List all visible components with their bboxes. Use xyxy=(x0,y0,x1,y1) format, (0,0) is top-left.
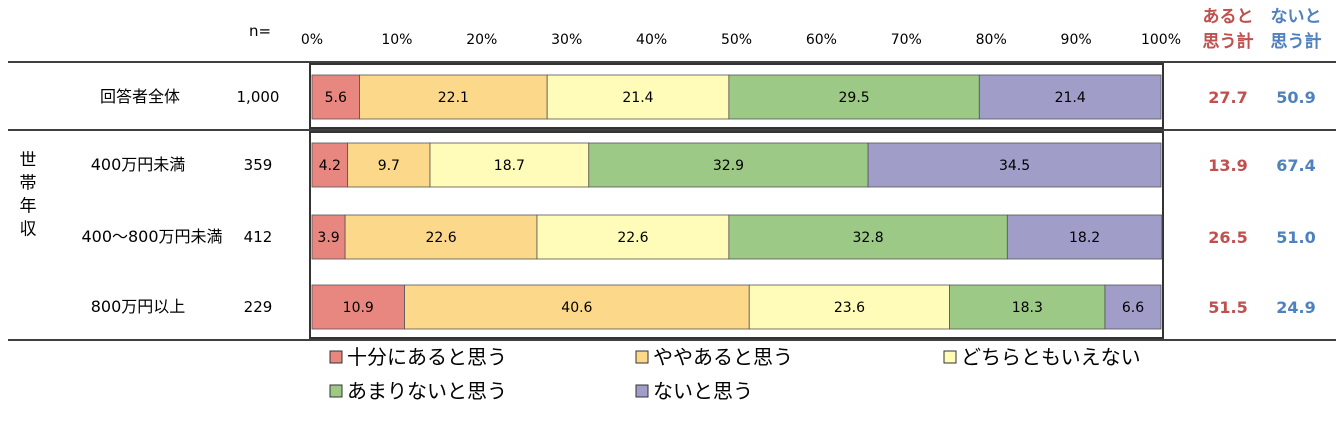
total-value: 27.7 xyxy=(1208,88,1247,107)
n-column-header: n= xyxy=(249,22,271,40)
row-labels: 回答者全体 1,000 400万円未満 359 400～800万円未満 412 800万円以… xyxy=(81,87,279,316)
total-value: 13.9 xyxy=(1208,156,1247,175)
bar-segment xyxy=(1006,214,1163,260)
totals-values: 27.7 13.9 26.5 51.5 50.9 67.4 51.0 24.9 xyxy=(1208,88,1315,317)
bar-data-label: 5.6 xyxy=(325,90,347,106)
total-value: 50.9 xyxy=(1276,88,1315,107)
bar-data-label: 21.4 xyxy=(622,90,653,106)
bar-data-label: 34.5 xyxy=(999,158,1030,174)
bar-data-label: 18.7 xyxy=(494,158,525,174)
x-tick-label: 50% xyxy=(721,32,752,48)
legend-swatch xyxy=(635,384,649,398)
bar-segment xyxy=(311,214,346,260)
bar-data-label: 22.1 xyxy=(438,90,469,106)
bar-data-label: 21.4 xyxy=(1055,90,1086,106)
x-tick-label: 100% xyxy=(1141,32,1181,48)
totals-title-line2: 思う計 xyxy=(1271,31,1322,52)
bar-data-label: 32.9 xyxy=(713,158,744,174)
bar-segment xyxy=(546,74,730,120)
legend-label: ややあると思う xyxy=(653,345,793,369)
x-axis-tick-labels: 0% 10% 20% 30% 40% 50% 60% 70% 80% 90% 100% xyxy=(301,32,1181,48)
bar-segment xyxy=(978,74,1162,120)
bar-segment xyxy=(536,214,730,260)
group-label: 世帯年収 xyxy=(20,151,37,240)
bar-segment xyxy=(344,214,538,260)
group-label-text: 世帯年収 xyxy=(20,151,37,240)
totals-title-line1: ないと xyxy=(1271,7,1322,27)
plot-frames xyxy=(8,61,1336,341)
bar-data-label: 9.7 xyxy=(378,158,400,174)
bar-data-label: 22.6 xyxy=(425,230,456,246)
bar-segment xyxy=(588,142,869,188)
x-tick-label: 30% xyxy=(551,32,582,48)
bar-segment xyxy=(728,74,980,120)
bar-segment xyxy=(728,214,1008,260)
bar-data-label: 22.6 xyxy=(617,230,648,246)
bar-segment xyxy=(404,284,750,330)
totals-title-line2: 思う計 xyxy=(1203,31,1254,52)
total-value: 24.9 xyxy=(1276,298,1315,317)
totals-title-line1: あると xyxy=(1203,7,1254,27)
category-label: 800万円以上 xyxy=(91,297,186,316)
n-value: 1,000 xyxy=(237,88,280,106)
bar-data-label: 10.9 xyxy=(343,300,374,316)
x-tick-label: 60% xyxy=(806,32,837,48)
legend-label: ないと思う xyxy=(653,379,753,403)
x-tick-label: 70% xyxy=(891,32,922,48)
category-label: 400～800万円未満 xyxy=(81,227,222,246)
bar-data-label: 3.9 xyxy=(317,230,339,246)
bar-segment xyxy=(347,142,431,188)
plot-frame-overall xyxy=(309,63,1164,129)
bar-segment xyxy=(429,142,590,188)
bar-segment xyxy=(311,74,360,120)
bar-segment xyxy=(1104,284,1162,330)
x-tick-label: 80% xyxy=(976,32,1007,48)
legend-label: あまりないと思う xyxy=(347,379,507,403)
x-tick-label: 40% xyxy=(636,32,667,48)
x-tick-label: 20% xyxy=(466,32,497,48)
plot-frame-income xyxy=(309,131,1164,339)
bar-data-label: 29.5 xyxy=(839,90,870,106)
x-tick-label: 10% xyxy=(381,32,412,48)
legend-swatch xyxy=(635,350,649,364)
legend-label: どちらともいえない xyxy=(961,345,1141,369)
total-value: 67.4 xyxy=(1276,156,1315,175)
total-value: 51.5 xyxy=(1208,298,1247,317)
legend-swatch xyxy=(943,350,957,364)
bar-segment xyxy=(311,142,349,188)
n-value: 412 xyxy=(244,228,273,246)
x-tick-label: 0% xyxy=(301,32,323,48)
total-value: 26.5 xyxy=(1208,228,1247,247)
n-value: 229 xyxy=(244,298,273,316)
bar-data-label: 18.2 xyxy=(1069,230,1100,246)
bar-segment xyxy=(311,284,405,330)
legend-swatch xyxy=(329,384,343,398)
bar-segment xyxy=(748,284,950,330)
n-value: 359 xyxy=(244,156,273,174)
total-value: 51.0 xyxy=(1276,228,1315,247)
legend-swatch xyxy=(329,350,343,364)
bar-rows: 5.6 22.1 21.4 29.5 21.4 4.2 9.7 18.7 32.9 34.5 3.9… xyxy=(311,74,1163,330)
bar-data-label: 32.8 xyxy=(853,230,884,246)
category-label: 回答者全体 xyxy=(100,87,180,106)
legend-label: 十分にあると思う xyxy=(347,345,507,369)
x-tick-label: 90% xyxy=(1061,32,1092,48)
bar-data-label: 6.6 xyxy=(1122,300,1144,316)
bar-data-label: 40.6 xyxy=(561,300,592,316)
bar-data-label: 23.6 xyxy=(834,300,865,316)
bar-segment xyxy=(949,284,1106,330)
category-label: 400万円未満 xyxy=(91,155,186,174)
bar-data-label: 18.3 xyxy=(1012,300,1043,316)
bar-segment xyxy=(867,142,1162,188)
bar-data-label: 4.2 xyxy=(319,158,341,174)
